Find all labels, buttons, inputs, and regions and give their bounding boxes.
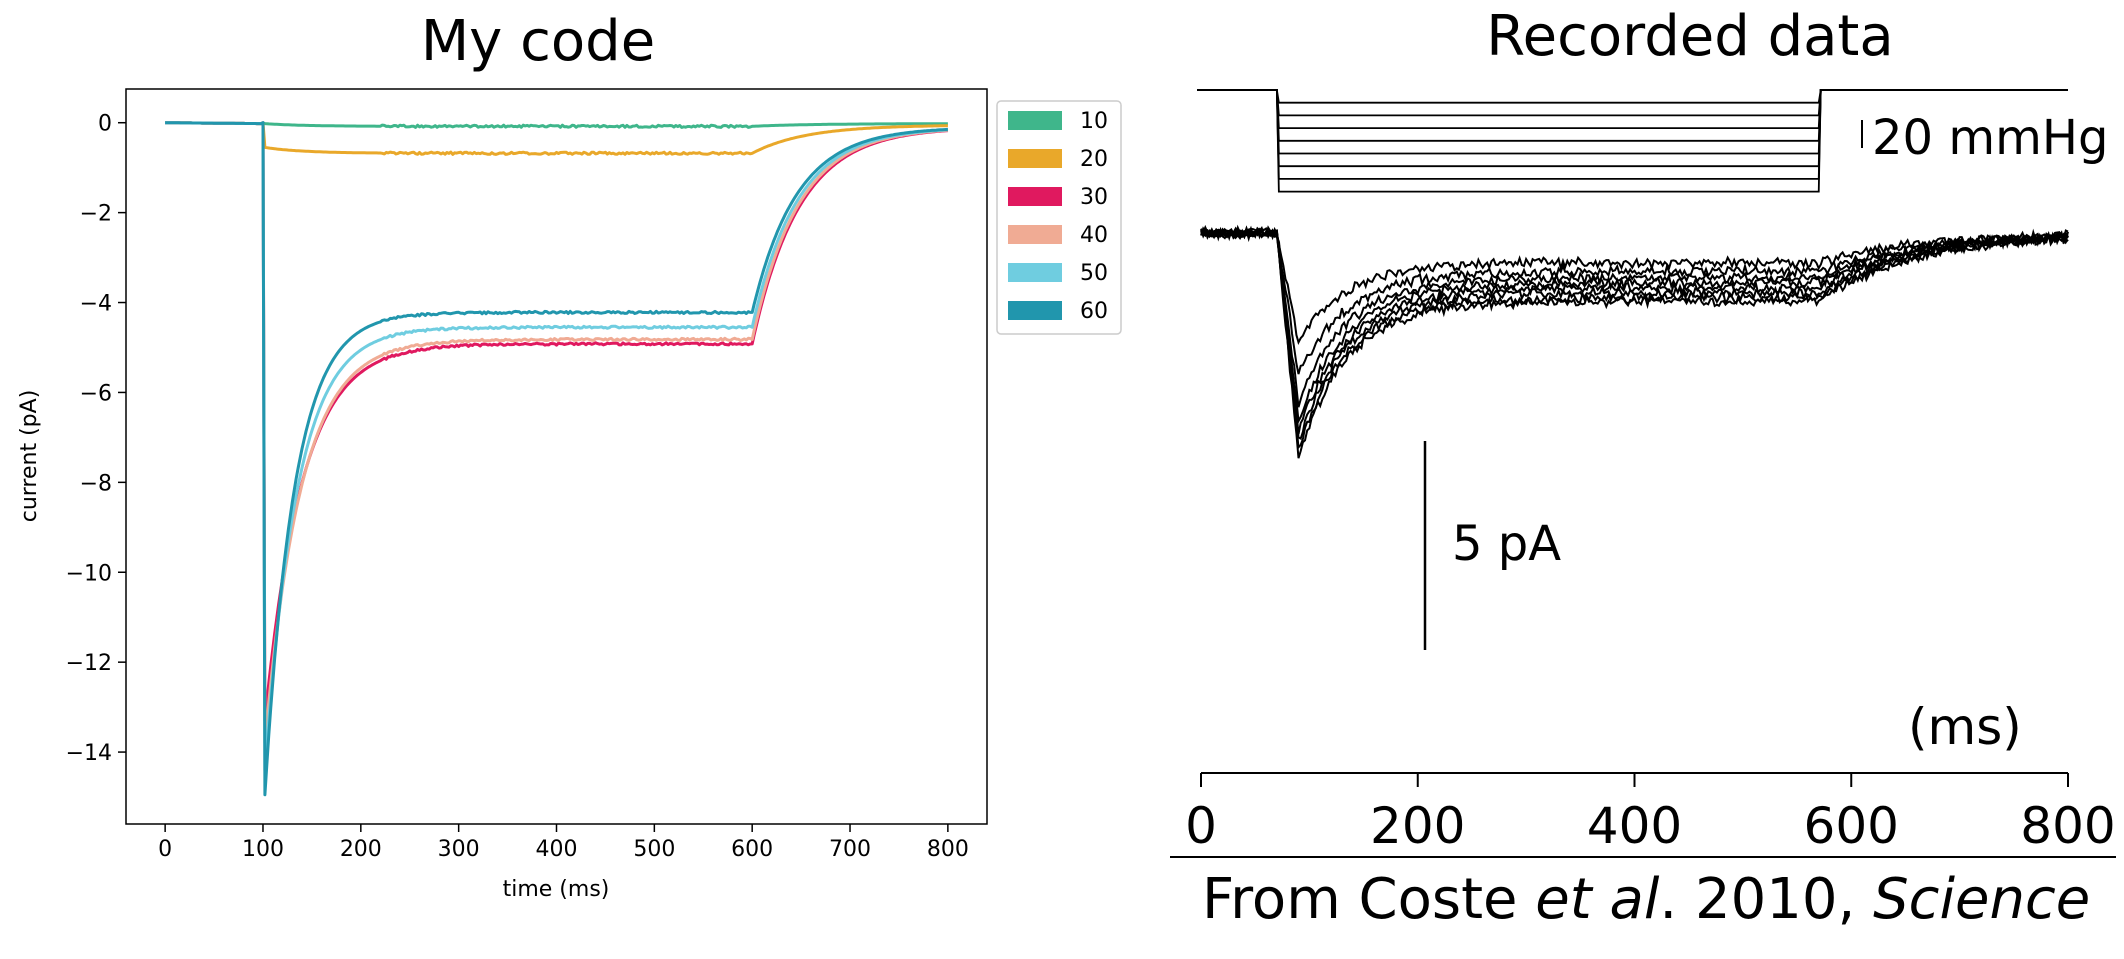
recorded-time-axis: 0 200 400 600 800 <box>1185 772 2116 855</box>
time-axis-tick-label: 800 <box>2020 797 2115 855</box>
recorded-current-sweep <box>1200 224 2069 450</box>
y-tick-label: −10 <box>66 561 112 586</box>
time-axis-tick-label: 400 <box>1587 797 1682 855</box>
pressure-step-traces <box>1197 89 2068 193</box>
legend-label-50: 50 <box>1080 261 1108 286</box>
pressure-step-trace <box>1197 89 2068 104</box>
time-axis-tick-label: 600 <box>1804 797 1899 855</box>
y-tick-label: −2 <box>80 202 112 227</box>
series-line-40 <box>165 121 949 745</box>
x-tick-label: 800 <box>927 837 969 862</box>
y-axis-label: current (pA) <box>17 390 42 523</box>
left-panel-title: My code <box>421 9 655 74</box>
series-line-20 <box>165 121 948 156</box>
x-tick-label: 500 <box>633 837 675 862</box>
recorded-current-traces <box>1200 224 2069 459</box>
x-axis-label: time (ms) <box>503 877 610 902</box>
series-line-50 <box>165 121 948 772</box>
series-lines <box>165 121 949 797</box>
y-tick-label: −4 <box>80 292 112 317</box>
y-tick-label: −6 <box>80 381 112 406</box>
citation-prefix: From Coste <box>1202 867 1535 932</box>
series-line-10 <box>165 121 948 129</box>
x-tick-label: 0 <box>158 837 172 862</box>
x-tick-label: 600 <box>731 837 773 862</box>
legend: 10 20 30 40 50 60 <box>996 100 1122 335</box>
x-tick-label: 400 <box>536 837 578 862</box>
citation-italic-journal: Science <box>1873 867 2090 932</box>
x-tick-label: 300 <box>438 837 480 862</box>
right-panel-title: Recorded data <box>1486 4 1893 69</box>
x-tick-label: 200 <box>340 837 382 862</box>
legend-label-30: 30 <box>1080 185 1108 210</box>
current-scale-label: 5 pA <box>1452 516 1561 572</box>
x-tick-label: 700 <box>829 837 871 862</box>
y-tick-label: 0 <box>98 112 112 137</box>
legend-swatch-50 <box>1008 263 1062 282</box>
x-unit-label: (ms) <box>1908 698 2022 756</box>
recorded-current-sweep <box>1200 225 2069 441</box>
legend-swatch-30 <box>1008 187 1062 206</box>
time-axis-tick-label: 0 <box>1185 797 1217 855</box>
legend-swatch-60 <box>1008 301 1062 320</box>
y-tick-label: −14 <box>66 741 112 766</box>
recorded-current-sweep <box>1200 225 2069 459</box>
series-line-60 <box>165 121 948 797</box>
legend-items: 10 20 30 40 50 60 <box>1008 109 1108 324</box>
legend-label-60: 60 <box>1080 299 1108 324</box>
legend-swatch-40 <box>1008 225 1062 244</box>
recorded-current-chart: 20 mmHg 5 pA (ms) 0 200 400 600 800 From Cos… <box>1170 89 2116 932</box>
legend-swatch-10 <box>1008 111 1062 130</box>
recorded-current-sweep <box>1200 227 2069 435</box>
y-tick-label: −8 <box>80 471 112 496</box>
citation-italic-etal: et al <box>1535 867 1660 932</box>
pressure-step-trace <box>1197 89 2068 193</box>
legend-label-10: 10 <box>1080 109 1108 134</box>
citation-middle: . 2010, <box>1659 867 1873 932</box>
axis-ticks: 0 100 200 300 400 500 600 700 800 0 −2 −4 −6 −8 −10 −12… <box>66 112 969 862</box>
legend-label-20: 20 <box>1080 147 1108 172</box>
plot-area-frame <box>125 88 988 825</box>
legend-label-40: 40 <box>1080 223 1108 248</box>
model-current-chart: 0 100 200 300 400 500 600 700 800 0 −2 −4 −6 −8 −10 −12… <box>17 88 988 902</box>
y-tick-label: −12 <box>66 651 112 676</box>
x-tick-label: 100 <box>242 837 284 862</box>
series-line-30 <box>165 121 948 723</box>
pressure-scale-label: 20 mmHg <box>1872 110 2108 166</box>
legend-swatch-20 <box>1008 149 1062 168</box>
recorded-current-sweep <box>1200 224 2068 375</box>
citation: From Coste et al. 2010, Science <box>1202 867 2090 932</box>
time-axis-tick-label: 200 <box>1370 797 1465 855</box>
